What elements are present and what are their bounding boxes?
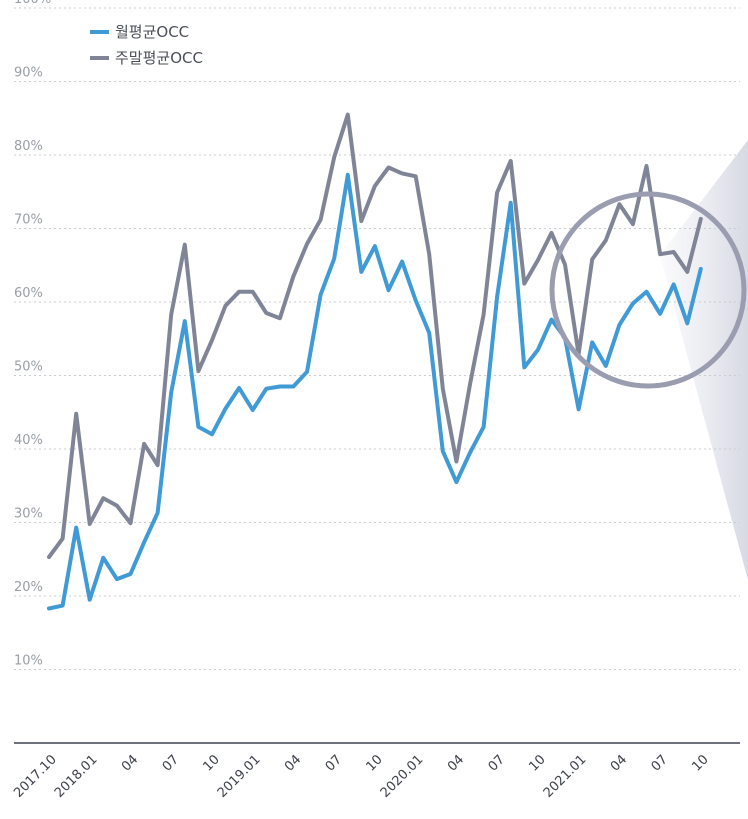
y-tick-label: 70%: [14, 213, 43, 228]
x-tick-label: 2020.01: [378, 752, 427, 801]
y-tick-label: 30%: [14, 507, 43, 522]
x-tick-label: 07: [160, 752, 182, 774]
x-tick-label: 07: [486, 752, 508, 774]
highlight-circle: [549, 191, 747, 389]
x-tick-label: 2021.01: [541, 752, 590, 801]
x-tick-label: 07: [323, 752, 345, 774]
series-lines: [47, 112, 703, 611]
y-tick-label: 80%: [14, 139, 43, 154]
y-tick-label: 100%: [14, 0, 51, 7]
legend-label-monthly: 월평균OCC: [115, 23, 189, 41]
x-tick-label: 2017.10: [11, 752, 60, 801]
grid-lines: [14, 7, 740, 670]
x-tick-label: 04: [119, 752, 141, 774]
series-line-monthly: [47, 172, 703, 611]
x-tick-label: 10: [200, 752, 222, 774]
x-tick-label: 04: [445, 752, 467, 774]
y-tick-label: 40%: [14, 433, 43, 448]
x-tick-label: 10: [689, 752, 711, 774]
x-tick-label: 2018.01: [52, 752, 101, 801]
highlight-beam: [660, 140, 748, 580]
series-line-weekend: [47, 112, 703, 559]
x-tick-label: 10: [363, 752, 385, 774]
y-tick-label: 50%: [14, 360, 43, 375]
x-tick-label: 10: [526, 752, 548, 774]
y-tick-label: 90%: [14, 66, 43, 81]
x-tick-label: 2019.01: [215, 752, 264, 801]
x-tick-label: 04: [282, 752, 304, 774]
y-tick-label: 10%: [14, 654, 43, 669]
y-tick-label: 20%: [14, 580, 43, 595]
x-tick-label: 04: [608, 752, 630, 774]
x-tick-label: 07: [649, 752, 671, 774]
legend: 월평균OCC 주말평균OCC: [90, 23, 203, 67]
legend-label-weekend: 주말평균OCC: [115, 49, 203, 67]
y-axis-ticks: 10% 20% 30% 40% 50% 60% 70% 80% 90% 100%: [14, 0, 51, 669]
y-tick-label: 60%: [14, 286, 43, 301]
